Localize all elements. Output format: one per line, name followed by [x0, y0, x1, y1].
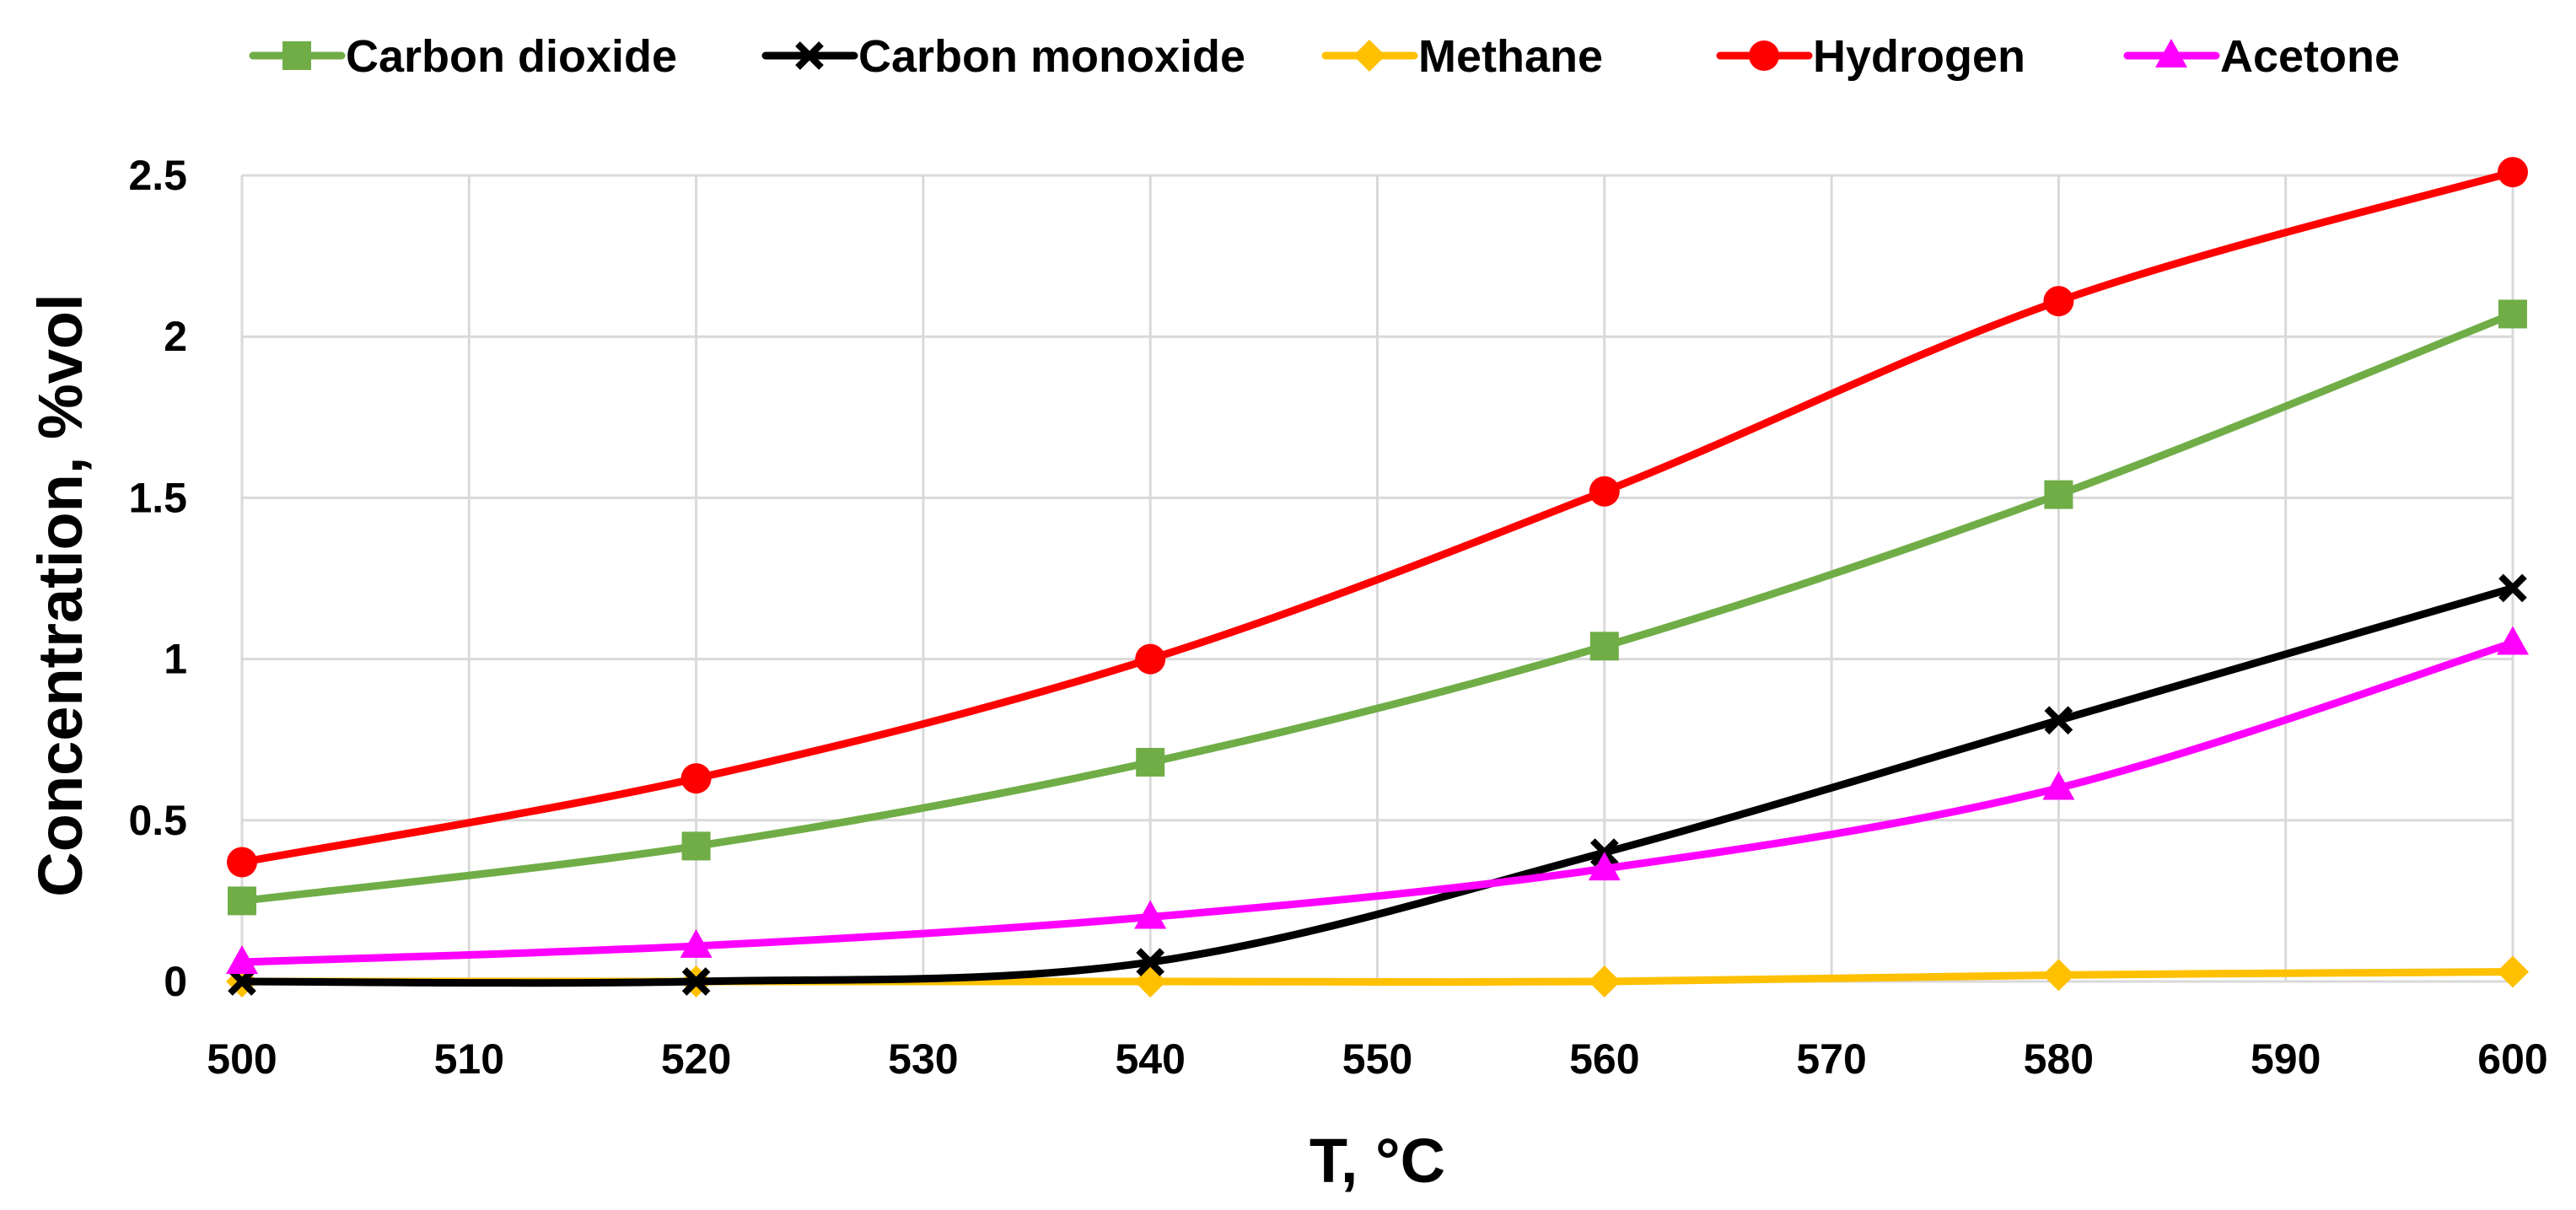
- data-point-carbon-dioxide: [228, 886, 256, 916]
- data-point-acetone: [680, 928, 713, 958]
- y-tick-label: 1: [164, 636, 187, 683]
- x-tick-label: 510: [434, 1035, 504, 1083]
- x-tick-label: 520: [661, 1035, 731, 1083]
- data-point-methane: [1588, 965, 1621, 998]
- data-point-hydrogen: [1135, 643, 1166, 675]
- legend-label-methane: Methane: [1418, 31, 1603, 82]
- data-point-carbon-dioxide: [1136, 747, 1165, 777]
- series-acetone: [226, 626, 2529, 975]
- y-axis-title: Concentration, %vol: [25, 293, 95, 896]
- legend: Carbon dioxide Carbon monoxide Methane Hydr…: [249, 31, 2400, 82]
- legend-item-carbon-monoxide: Carbon monoxide: [761, 31, 1245, 82]
- series-line-hydrogen: [238, 168, 2517, 867]
- legend-label-acetone: Acetone: [2220, 31, 2400, 82]
- legend-label-carbon-dioxide: Carbon dioxide: [346, 31, 677, 82]
- data-point-hydrogen: [2043, 286, 2074, 317]
- series-carbon-monoxide: [228, 573, 2527, 996]
- legend-label-carbon-monoxide: Carbon monoxide: [858, 31, 1245, 82]
- series-hydrogen: [227, 157, 2528, 878]
- data-point-acetone: [2042, 771, 2075, 800]
- x-tick-label: 590: [2251, 1035, 2321, 1083]
- x-tick-label: 560: [1569, 1035, 1639, 1083]
- series-line-carbon-dioxide: [238, 309, 2517, 905]
- series-line-acetone: [238, 638, 2517, 966]
- data-point-carbon-monoxide: [2044, 706, 2073, 735]
- legend-label-hydrogen: Hydrogen: [1813, 31, 2025, 82]
- x-tick-label: 570: [1796, 1035, 1866, 1083]
- data-point-hydrogen: [227, 847, 257, 878]
- series-group: [226, 157, 2529, 998]
- x-axis-title: T, °C: [1310, 1126, 1445, 1196]
- data-point-carbon-monoxide: [681, 967, 711, 996]
- y-tick-label: 0.5: [128, 797, 187, 844]
- legend-marker-methane: [1353, 40, 1385, 72]
- data-point-methane: [2497, 955, 2529, 988]
- data-point-acetone: [2497, 626, 2529, 655]
- axes: 500 510 520 530 540 550 560 570 580 590 600 0 0.5 1 1.…: [25, 152, 2548, 1196]
- legend-marker-acetone: [2155, 39, 2187, 67]
- data-point-acetone: [1588, 852, 1621, 881]
- data-point-carbon-dioxide: [2498, 299, 2527, 329]
- legend-item-carbon-dioxide: Carbon dioxide: [249, 31, 677, 82]
- legend-marker-hydrogen: [1749, 40, 1779, 71]
- y-tick-label: 1.5: [128, 474, 187, 521]
- legend-item-methane: Methane: [1321, 31, 1603, 82]
- y-tick-label: 0: [164, 958, 187, 1005]
- data-point-carbon-monoxide: [1136, 948, 1165, 976]
- data-point-carbon-dioxide: [2044, 480, 2073, 509]
- legend-item-acetone: Acetone: [2123, 31, 2400, 82]
- data-point-acetone: [226, 945, 258, 975]
- x-tick-label: 580: [2024, 1035, 2094, 1083]
- legend-marker-carbon-monoxide: [795, 41, 824, 70]
- data-point-hydrogen: [1589, 476, 1620, 507]
- legend-marker-carbon-dioxide: [282, 41, 311, 70]
- legend-item-hydrogen: Hydrogen: [1716, 31, 2025, 82]
- data-point-carbon-monoxide: [2498, 573, 2527, 603]
- data-point-carbon-dioxide: [681, 831, 711, 861]
- x-tick-label: 500: [207, 1035, 277, 1083]
- y-tick-label: 2: [164, 313, 187, 360]
- x-tick-label: 530: [888, 1035, 958, 1083]
- data-point-methane: [2042, 959, 2075, 992]
- data-point-hydrogen: [680, 763, 712, 794]
- data-point-hydrogen: [2498, 157, 2528, 188]
- x-tick-label: 550: [1342, 1035, 1412, 1083]
- x-tick-label: 600: [2477, 1035, 2547, 1083]
- x-tick-label: 540: [1115, 1035, 1185, 1083]
- data-point-carbon-dioxide: [1589, 632, 1619, 661]
- data-point-acetone: [1134, 900, 1167, 929]
- series-carbon-dioxide: [228, 299, 2527, 916]
- series-line-carbon-monoxide: [238, 583, 2517, 987]
- y-tick-label: 2.5: [128, 152, 187, 199]
